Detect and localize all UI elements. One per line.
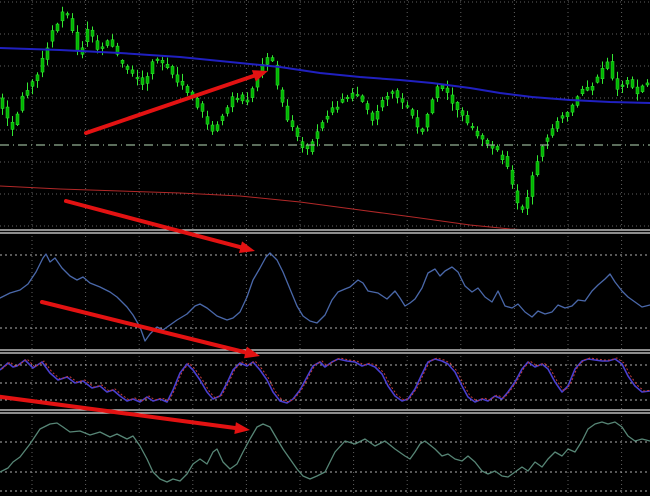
arrowhead-icon <box>238 241 255 253</box>
arrow-4-down-right <box>0 394 250 434</box>
arrowhead-icon <box>234 422 250 434</box>
arrowhead-icon <box>243 346 260 359</box>
price-candles <box>0 6 650 215</box>
grid-horizontal <box>0 1 650 227</box>
arrow-2-down-right <box>64 199 255 253</box>
ma-slow-red <box>0 185 551 232</box>
oscillator2-signal-line <box>1 357 650 403</box>
trend-arrows <box>0 70 268 434</box>
ma-fast-blue <box>0 47 650 104</box>
oscillator2-line <box>0 357 650 404</box>
oscillator3-line <box>0 421 650 483</box>
arrow-1-up-right <box>84 70 268 135</box>
arrowhead-icon <box>251 70 268 82</box>
oscillator1-line <box>0 252 650 342</box>
arrow-3-down-right <box>40 300 260 359</box>
